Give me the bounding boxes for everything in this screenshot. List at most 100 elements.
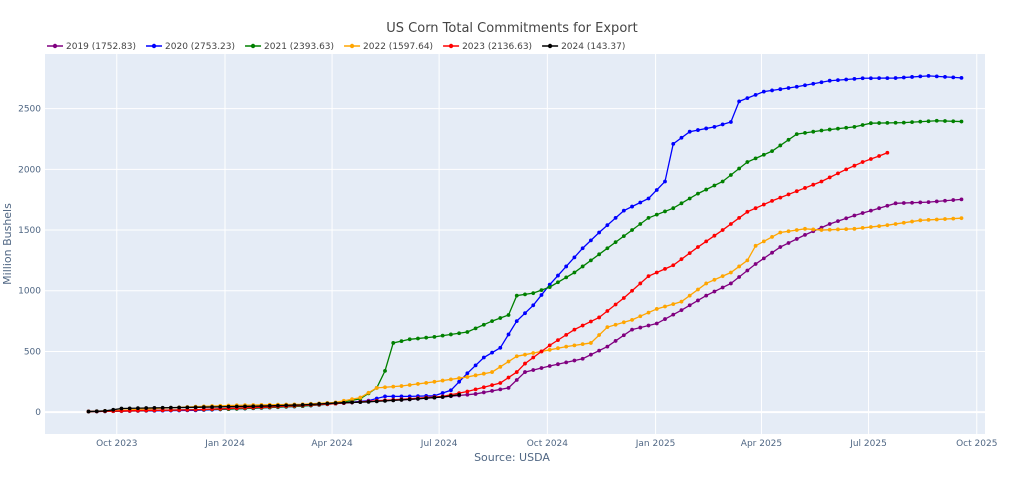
series-point bbox=[663, 266, 667, 271]
series-point bbox=[959, 75, 964, 80]
series-point bbox=[753, 262, 758, 266]
series-point bbox=[638, 222, 643, 226]
series-point bbox=[926, 119, 931, 124]
series-point bbox=[753, 156, 758, 161]
legend-item[interactable]: 2023 (2136.63) bbox=[443, 42, 532, 52]
y-tick-label: 2000 bbox=[18, 165, 41, 175]
series-point bbox=[663, 179, 667, 184]
series-point bbox=[358, 395, 363, 400]
series-point bbox=[737, 275, 742, 279]
series-point bbox=[654, 212, 659, 217]
series-point bbox=[498, 381, 503, 385]
series-point bbox=[901, 201, 906, 205]
series-point bbox=[794, 84, 799, 89]
series-point bbox=[877, 121, 882, 125]
series-point bbox=[605, 344, 610, 349]
series-point bbox=[613, 339, 618, 343]
series-point bbox=[704, 126, 709, 131]
series-point bbox=[868, 208, 873, 213]
legend-item[interactable]: 2019 (1752.83) bbox=[47, 42, 136, 52]
series-point bbox=[910, 120, 914, 125]
series-point bbox=[794, 228, 799, 232]
series-point bbox=[893, 222, 898, 226]
series-point bbox=[374, 385, 379, 390]
series-point bbox=[556, 338, 560, 343]
series-point bbox=[432, 334, 437, 339]
series-point bbox=[687, 196, 692, 201]
series-point bbox=[440, 395, 445, 399]
series-point bbox=[613, 216, 618, 220]
series-point bbox=[300, 402, 305, 407]
series-point bbox=[918, 119, 923, 124]
legend-label: 2023 (2136.63) bbox=[462, 42, 532, 52]
series-point bbox=[918, 74, 923, 79]
series-point bbox=[539, 288, 544, 293]
legend-item[interactable]: 2024 (143.37) bbox=[542, 42, 625, 52]
legend: 2019 (1752.83) 2020 (2753.23) 2021 (2393.6… bbox=[47, 42, 625, 52]
series-point bbox=[918, 200, 923, 205]
series-point bbox=[490, 389, 494, 393]
x-tick-label: Oct 2024 bbox=[527, 439, 569, 449]
series-point bbox=[621, 234, 626, 239]
series-point bbox=[481, 371, 486, 376]
series-point bbox=[770, 199, 774, 203]
series-point bbox=[696, 245, 700, 249]
series-point bbox=[646, 274, 651, 279]
series-point bbox=[276, 403, 280, 408]
series-point bbox=[391, 394, 396, 399]
series-point bbox=[712, 277, 717, 282]
x-tick-label: Jan 2025 bbox=[635, 439, 676, 449]
series-point bbox=[753, 92, 758, 97]
series-point bbox=[506, 332, 511, 337]
legend-item[interactable]: 2022 (1597.64) bbox=[344, 42, 433, 52]
series-point bbox=[646, 310, 651, 315]
series-point bbox=[877, 206, 882, 211]
series-point bbox=[465, 392, 470, 397]
legend-item[interactable]: 2021 (2393.63) bbox=[245, 42, 334, 52]
series-point bbox=[514, 293, 519, 298]
series-point bbox=[152, 406, 157, 410]
series-point bbox=[523, 361, 527, 366]
legend-label: 2022 (1597.64) bbox=[363, 42, 433, 52]
series-point bbox=[951, 198, 956, 202]
series-point bbox=[539, 349, 544, 354]
series-point bbox=[951, 119, 956, 124]
legend-item[interactable]: 2020 (2753.23) bbox=[146, 42, 235, 52]
series-point bbox=[556, 280, 560, 285]
series-point bbox=[514, 319, 519, 323]
series-point bbox=[761, 239, 766, 244]
series-point bbox=[803, 226, 807, 231]
series-point bbox=[910, 219, 914, 224]
series-point bbox=[613, 302, 618, 307]
series-point bbox=[728, 281, 733, 286]
series-point bbox=[572, 358, 577, 363]
series-point bbox=[761, 256, 766, 261]
series-point bbox=[490, 350, 494, 355]
series-point bbox=[399, 339, 404, 344]
legend-swatch-marker bbox=[448, 43, 454, 49]
series-point bbox=[885, 76, 890, 80]
series-point bbox=[424, 396, 429, 401]
series-point bbox=[597, 348, 602, 353]
series-point bbox=[317, 402, 322, 406]
series-point bbox=[440, 378, 445, 383]
series-point bbox=[481, 322, 486, 327]
series-point bbox=[852, 124, 857, 129]
series-point bbox=[193, 405, 198, 410]
series-point bbox=[547, 285, 552, 289]
series-point bbox=[448, 388, 453, 393]
series-point bbox=[572, 327, 577, 332]
series-point bbox=[572, 255, 577, 260]
series-point bbox=[580, 323, 585, 328]
series-point bbox=[679, 135, 684, 140]
series-point bbox=[160, 405, 165, 410]
x-axis-label: Source: USDA bbox=[474, 451, 550, 464]
series-point bbox=[671, 206, 676, 211]
series-point bbox=[753, 206, 758, 211]
series-point bbox=[506, 359, 511, 364]
series-point bbox=[910, 200, 914, 205]
series-point bbox=[934, 217, 939, 222]
series-point bbox=[737, 264, 742, 269]
series-point bbox=[671, 312, 676, 317]
series-point bbox=[844, 125, 849, 130]
